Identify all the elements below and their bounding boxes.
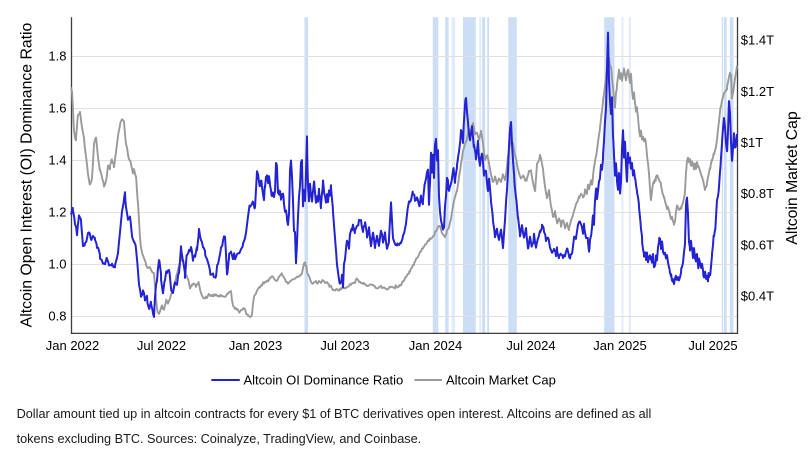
svg-text:$1T: $1T [741, 135, 763, 150]
svg-text:Altcoin Open Interest (OI) Dom: Altcoin Open Interest (OI) Dominance Rat… [19, 22, 36, 327]
svg-text:Jul 2023: Jul 2023 [320, 338, 369, 353]
svg-text:1.4: 1.4 [48, 153, 66, 168]
svg-text:Jan 2022: Jan 2022 [46, 338, 100, 353]
svg-text:Jul 2025: Jul 2025 [688, 338, 737, 353]
svg-text:1.6: 1.6 [48, 101, 66, 116]
svg-text:Jul 2024: Jul 2024 [506, 338, 555, 353]
svg-text:$0.6T: $0.6T [741, 237, 774, 252]
svg-text:Jan 2023: Jan 2023 [229, 338, 283, 353]
svg-text:0.8: 0.8 [48, 309, 66, 324]
svg-text:$0.8T: $0.8T [741, 186, 774, 201]
svg-text:Altcoin Market Cap: Altcoin Market Cap [446, 373, 556, 388]
svg-text:1.2: 1.2 [48, 205, 66, 220]
svg-text:Altcoin OI Dominance Ratio: Altcoin OI Dominance Ratio [244, 373, 404, 388]
svg-text:1.0: 1.0 [48, 257, 66, 272]
svg-text:Dollar amount tied up in altco: Dollar amount tied up in altcoin contrac… [17, 407, 652, 421]
svg-text:1.8: 1.8 [48, 49, 66, 64]
svg-text:$1.4T: $1.4T [741, 33, 774, 48]
svg-text:Altcoin Market Cap: Altcoin Market Cap [784, 111, 801, 245]
svg-text:Jan 2025: Jan 2025 [593, 338, 647, 353]
svg-text:Jan 2024: Jan 2024 [409, 338, 463, 353]
svg-text:tokens excluding BTC. Sources:: tokens excluding BTC. Sources: Coinalyze… [17, 432, 422, 446]
svg-text:$1.2T: $1.2T [741, 84, 774, 99]
svg-text:$0.4T: $0.4T [741, 289, 774, 304]
svg-text:Jul 2022: Jul 2022 [137, 338, 186, 353]
